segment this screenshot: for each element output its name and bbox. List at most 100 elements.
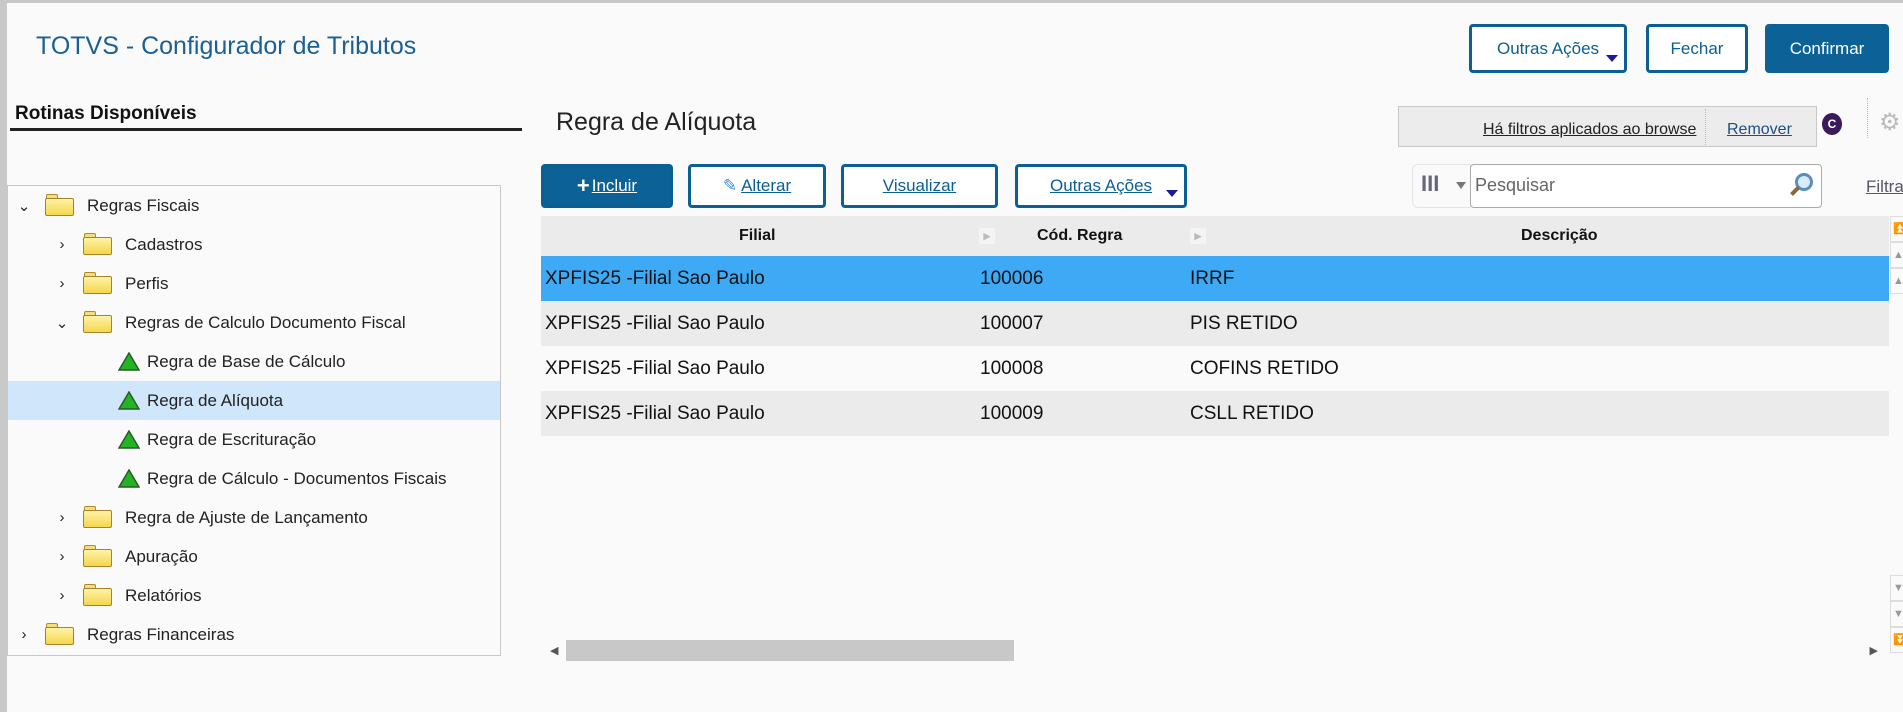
table-row[interactable]: XPFIS25 -Filial Sao Paulo 100006 IRRF	[541, 256, 1889, 301]
cell-descricao: PIS RETIDO	[1190, 313, 1298, 334]
cell-filial: XPFIS25 -Filial Sao Paulo	[545, 403, 765, 424]
window-top-border	[0, 0, 1903, 3]
cell-filial: XPFIS25 -Filial Sao Paulo	[545, 313, 765, 334]
scrollbar-thumb[interactable]	[566, 640, 1014, 661]
column-header-descricao[interactable]: Descrição	[1521, 227, 1598, 244]
scroll-page-down-icon[interactable]: ▼	[1890, 601, 1903, 627]
folder-icon	[83, 545, 113, 567]
close-button[interactable]: Fechar	[1646, 24, 1748, 73]
cell-descricao: COFINS RETIDO	[1190, 358, 1339, 379]
button-label: Visualizar	[882, 176, 957, 195]
tree-item[interactable]: › Regra de Ajuste de Lançamento	[8, 498, 500, 537]
column-resize-icon[interactable]: ▶	[1190, 228, 1206, 244]
folder-icon	[83, 584, 113, 606]
cell-descricao: IRRF	[1190, 268, 1235, 289]
chevron-right-icon[interactable]: ›	[59, 548, 65, 565]
vertical-scroll-bottom[interactable]: ▼ ▼ ⏬	[1890, 575, 1903, 655]
sidebar-title: Rotinas Disponíveis	[15, 103, 197, 124]
search-field	[1470, 164, 1822, 208]
cell-codigo: 100008	[980, 358, 1044, 379]
scroll-down-icon[interactable]: ▼	[1890, 575, 1903, 601]
assistant-icon[interactable]: C	[1822, 113, 1842, 135]
scroll-right-icon[interactable]: ▶	[1869, 645, 1878, 657]
column-header-filial[interactable]: Filial	[739, 227, 776, 244]
header-other-actions-button[interactable]: Outras Ações	[1469, 24, 1627, 73]
gear-icon[interactable]: ⚙	[1879, 109, 1901, 136]
folder-icon	[83, 272, 113, 294]
tree-item[interactable]: ⌄ Regras de Calculo Documento Fiscal	[8, 303, 500, 342]
cell-codigo: 100006	[980, 268, 1044, 289]
tree-item[interactable]: ⌄ Regras Fiscais	[8, 186, 500, 225]
filter-link[interactable]: Filtrar	[1866, 177, 1903, 196]
scroll-page-up-icon[interactable]: ▲	[1890, 242, 1903, 268]
page-title: Regra de Alíquota	[556, 108, 757, 136]
remove-filter-link[interactable]: Remover	[1727, 121, 1792, 138]
tree-item-label: Regras de Calculo Documento Fiscal	[125, 312, 406, 332]
button-label: Incluir	[591, 176, 638, 195]
view-button[interactable]: Visualizar	[841, 164, 998, 208]
table-row[interactable]: XPFIS25 -Filial Sao Paulo 100008 COFINS …	[541, 346, 1889, 391]
scroll-first-icon[interactable]: ⏫	[1890, 216, 1903, 242]
chevron-down-icon[interactable]: ⌄	[55, 314, 69, 332]
tree-item[interactable]: Regra de Cálculo - Documentos Fiscais	[8, 459, 500, 498]
horizontal-scrollbar[interactable]: ◀ ▶	[548, 640, 1880, 662]
tree-item[interactable]: › Relatórios	[8, 576, 500, 615]
column-selector[interactable]: III	[1412, 164, 1471, 208]
tree-item-label: Perfis	[125, 273, 169, 293]
button-label: Outras Ações	[1049, 176, 1153, 195]
tree-item-label: Apuração	[125, 546, 198, 566]
tree-item-label: Regra de Base de Cálculo	[147, 351, 346, 371]
tree-item[interactable]: › Regras Financeiras	[8, 615, 500, 654]
column-resize-icon[interactable]: ▶	[979, 228, 995, 244]
columns-icon: III	[1421, 171, 1440, 196]
app-title: TOTVS - Configurador de Tributos	[36, 32, 417, 60]
scroll-left-icon[interactable]: ◀	[550, 645, 559, 657]
button-label: Outras Ações	[1496, 38, 1600, 58]
caret-down-icon	[1456, 182, 1466, 189]
vertical-scroll-top[interactable]: ⏫ ▲ ▲	[1890, 216, 1903, 296]
tree-item-label: Regra de Escrituração	[147, 429, 317, 449]
cell-codigo: 100009	[980, 403, 1044, 424]
cell-descricao: CSLL RETIDO	[1190, 403, 1314, 424]
caret-down-icon	[1166, 190, 1178, 197]
search-input[interactable]	[1471, 165, 1771, 205]
routine-triangle-icon	[118, 469, 140, 488]
chevron-right-icon[interactable]: ›	[59, 587, 65, 604]
tree-item-label: Relatórios	[125, 585, 202, 605]
tree-item-label: Cadastros	[125, 234, 203, 254]
filter-notice-bar: Há filtros aplicados ao browse Remover	[1398, 106, 1817, 147]
tree-item-label: Regra de Ajuste de Lançamento	[125, 507, 368, 527]
chevron-right-icon[interactable]: ›	[59, 275, 65, 292]
toolbar-other-actions-button[interactable]: Outras Ações	[1015, 164, 1187, 208]
confirm-button[interactable]: Confirmar	[1765, 24, 1889, 73]
search-icon[interactable]	[1795, 173, 1813, 191]
filter-notice-link[interactable]: Há filtros aplicados ao browse	[1483, 121, 1697, 138]
folder-icon	[83, 506, 113, 528]
routine-triangle-icon	[118, 352, 140, 371]
tree-item-label: Regra de Alíquota	[147, 390, 284, 410]
tree-item[interactable]: Regra de Alíquota	[8, 381, 500, 420]
tree-item[interactable]: › Cadastros	[8, 225, 500, 264]
tree-item[interactable]: Regra de Base de Cálculo	[8, 342, 500, 381]
table-row[interactable]: XPFIS25 -Filial Sao Paulo 100009 CSLL RE…	[541, 391, 1889, 436]
scroll-up-icon[interactable]: ▲	[1890, 268, 1903, 294]
column-header-codigo[interactable]: Cód. Regra	[1037, 227, 1123, 244]
chevron-right-icon[interactable]: ›	[59, 236, 65, 253]
include-button[interactable]: + Incluir	[541, 164, 673, 208]
cell-filial: XPFIS25 -Filial Sao Paulo	[545, 358, 765, 379]
folder-open-icon	[83, 311, 113, 333]
tree-item[interactable]: › Perfis	[8, 264, 500, 303]
chevron-right-icon[interactable]: ›	[21, 626, 27, 643]
divider	[1705, 109, 1706, 145]
left-edge	[0, 3, 7, 712]
tree-item[interactable]: Regra de Escrituração	[8, 420, 500, 459]
chevron-right-icon[interactable]: ›	[59, 509, 65, 526]
tree-item[interactable]: › Apuração	[8, 537, 500, 576]
folder-open-icon	[45, 194, 75, 216]
table-row[interactable]: XPFIS25 -Filial Sao Paulo 100007 PIS RET…	[541, 301, 1889, 346]
scroll-last-icon[interactable]: ⏬	[1890, 627, 1903, 653]
pencil-icon: ✎	[722, 176, 738, 195]
folder-icon	[83, 233, 113, 255]
chevron-down-icon[interactable]: ⌄	[17, 197, 31, 215]
edit-button[interactable]: ✎ Alterar	[688, 164, 826, 208]
